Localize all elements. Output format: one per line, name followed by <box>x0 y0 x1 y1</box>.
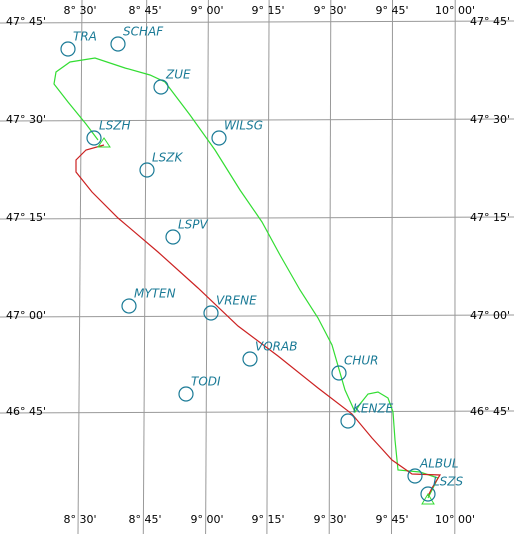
waypoint-label: VORAB <box>255 340 297 354</box>
green-track <box>53 57 439 499</box>
end-marker <box>421 493 435 505</box>
waypoint-label: KENZE <box>353 402 394 416</box>
parallel <box>0 20 514 24</box>
waypoint-marker <box>110 36 126 52</box>
parallel <box>0 314 514 318</box>
waypoint-label: LSZH <box>99 119 131 133</box>
longitude-label: 9° 30' <box>313 4 346 17</box>
waypoint-label: CHUR <box>344 354 379 368</box>
parallel <box>0 410 514 414</box>
waypoint-marker <box>407 468 423 484</box>
meridian <box>205 0 209 534</box>
waypoint-marker <box>420 486 436 502</box>
meridian <box>391 0 393 534</box>
waypoint-marker <box>121 298 137 314</box>
latitude-label: 46° 45' <box>470 405 510 418</box>
longitude-label: 8° 30' <box>63 4 96 17</box>
parallel <box>0 216 514 220</box>
latitude-label: 47° 00' <box>470 309 510 322</box>
parallel <box>0 118 514 122</box>
waypoint-marker <box>153 79 169 95</box>
waypoint-label: TODI <box>191 375 221 389</box>
start-marker <box>97 137 111 148</box>
latitude-label: 47° 15' <box>470 211 510 224</box>
waypoint-label: ALBUL <box>419 457 459 471</box>
waypoint-marker <box>340 413 356 429</box>
latitude-label: 47° 45' <box>6 15 46 28</box>
red-track <box>75 144 442 497</box>
waypoint-label: LSZK <box>152 151 184 165</box>
latitude-label: 47° 45' <box>470 15 510 28</box>
waypoint-marker <box>139 162 155 178</box>
latitude-label: 47° 00' <box>6 309 46 322</box>
latitude-label: 47° 30' <box>6 113 46 126</box>
longitude-label: 9° 15' <box>251 513 284 526</box>
waypoint-marker <box>203 305 219 321</box>
longitude-label: 10° 00' <box>435 513 475 526</box>
longitude-label: 8° 30' <box>63 513 96 526</box>
waypoint-label: WILSG <box>224 119 263 133</box>
waypoint-label: LSZS <box>433 475 464 489</box>
waypoint-marker <box>86 130 102 146</box>
waypoint-marker <box>165 229 181 245</box>
waypoint-marker <box>242 351 258 367</box>
meridian <box>328 0 332 534</box>
waypoint-label: LSPV <box>178 218 209 232</box>
meridian <box>266 0 270 534</box>
latitude-label: 47° 15' <box>6 211 46 224</box>
waypoint-label: VRENE <box>216 294 257 308</box>
waypoint-label: MYTEN <box>134 287 176 301</box>
waypoint-label: SCHAF <box>123 25 164 39</box>
longitude-label: 9° 00' <box>190 513 223 526</box>
waypoints: TRA SCHAF ZUE LSZH WILSG LSZK LSPV MYTEN VRENE VO… <box>60 25 464 502</box>
latitude-label: 47° 30' <box>470 113 510 126</box>
meridian <box>142 0 148 534</box>
longitude-label: 9° 45' <box>375 4 408 17</box>
waypoint-marker <box>60 41 76 57</box>
waypoint-marker <box>331 365 347 381</box>
waypoint-marker <box>178 386 194 402</box>
longitude-label: 9° 30' <box>313 513 346 526</box>
waypoint-marker <box>211 130 227 146</box>
longitude-label: 9° 00' <box>190 4 223 17</box>
waypoint-label: ZUE <box>165 68 191 82</box>
longitude-label: 9° 15' <box>251 4 284 17</box>
longitude-label: 8° 45' <box>128 513 161 526</box>
waypoint-label: TRA <box>73 30 97 44</box>
latitude-label: 46° 45' <box>6 405 46 418</box>
longitude-label: 10° 00' <box>435 4 475 17</box>
meridian <box>77 0 83 534</box>
longitude-label: 8° 45' <box>128 4 161 17</box>
longitude-label: 9° 45' <box>375 513 408 526</box>
